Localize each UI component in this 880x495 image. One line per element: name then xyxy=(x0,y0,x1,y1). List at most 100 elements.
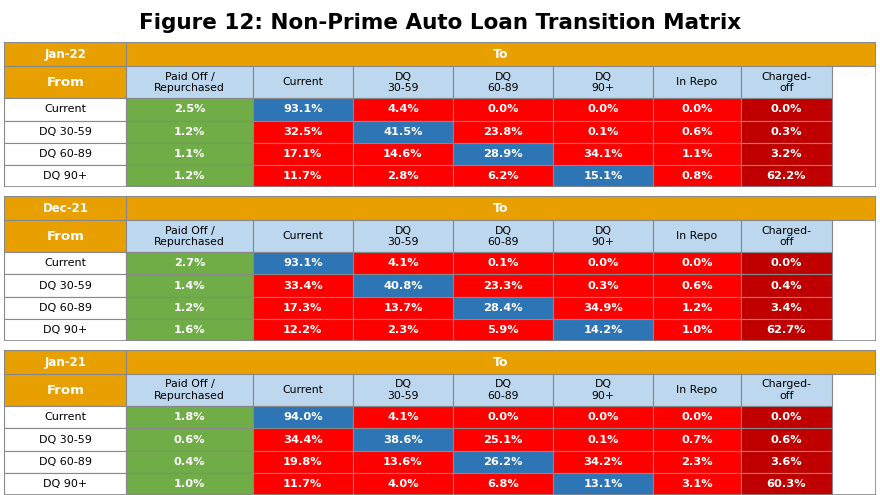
Text: 1.0%: 1.0% xyxy=(681,325,713,335)
FancyBboxPatch shape xyxy=(453,121,554,143)
FancyBboxPatch shape xyxy=(253,429,353,450)
Text: 13.7%: 13.7% xyxy=(383,303,422,313)
Text: 41.5%: 41.5% xyxy=(383,127,422,137)
FancyBboxPatch shape xyxy=(554,121,654,143)
Text: 4.0%: 4.0% xyxy=(387,479,419,489)
FancyBboxPatch shape xyxy=(353,121,453,143)
FancyBboxPatch shape xyxy=(127,297,253,319)
FancyBboxPatch shape xyxy=(554,429,654,450)
FancyBboxPatch shape xyxy=(4,252,127,275)
Text: 0.6%: 0.6% xyxy=(681,281,713,291)
Text: From: From xyxy=(47,230,84,243)
FancyBboxPatch shape xyxy=(654,220,741,252)
FancyBboxPatch shape xyxy=(127,429,253,450)
Text: 0.6%: 0.6% xyxy=(771,435,802,445)
Text: 23.8%: 23.8% xyxy=(483,127,523,137)
FancyBboxPatch shape xyxy=(453,429,554,450)
Text: DQ
60-89: DQ 60-89 xyxy=(488,380,519,401)
Text: 0.4%: 0.4% xyxy=(173,457,205,467)
FancyBboxPatch shape xyxy=(253,121,353,143)
Text: 2.7%: 2.7% xyxy=(173,258,205,268)
FancyBboxPatch shape xyxy=(741,99,832,121)
FancyBboxPatch shape xyxy=(253,374,353,406)
FancyBboxPatch shape xyxy=(554,450,654,473)
Text: 13.1%: 13.1% xyxy=(583,479,623,489)
FancyBboxPatch shape xyxy=(253,297,353,319)
FancyBboxPatch shape xyxy=(741,429,832,450)
Text: 1.2%: 1.2% xyxy=(173,127,205,137)
FancyBboxPatch shape xyxy=(4,473,127,495)
Text: 6.8%: 6.8% xyxy=(488,479,519,489)
FancyBboxPatch shape xyxy=(127,319,253,341)
Text: 3.1%: 3.1% xyxy=(681,479,713,489)
FancyBboxPatch shape xyxy=(4,196,127,220)
FancyBboxPatch shape xyxy=(741,121,832,143)
Text: 0.1%: 0.1% xyxy=(488,258,519,268)
Text: 2.5%: 2.5% xyxy=(173,104,205,114)
Text: DQ
30-59: DQ 30-59 xyxy=(387,380,419,401)
Text: Paid Off /
Repurchased: Paid Off / Repurchased xyxy=(154,226,225,247)
FancyBboxPatch shape xyxy=(741,143,832,165)
Text: 34.9%: 34.9% xyxy=(583,303,623,313)
Text: 1.6%: 1.6% xyxy=(173,325,205,335)
Text: DQ 30-59: DQ 30-59 xyxy=(39,281,92,291)
FancyBboxPatch shape xyxy=(453,165,554,187)
FancyBboxPatch shape xyxy=(353,319,453,341)
Text: 34.2%: 34.2% xyxy=(583,457,623,467)
Text: DQ 60-89: DQ 60-89 xyxy=(39,457,92,467)
Text: DQ
60-89: DQ 60-89 xyxy=(488,226,519,247)
FancyBboxPatch shape xyxy=(127,165,253,187)
FancyBboxPatch shape xyxy=(127,196,876,220)
FancyBboxPatch shape xyxy=(353,406,453,429)
Text: 0.0%: 0.0% xyxy=(771,258,802,268)
FancyBboxPatch shape xyxy=(741,450,832,473)
FancyBboxPatch shape xyxy=(4,406,127,429)
Text: Current: Current xyxy=(282,385,323,396)
FancyBboxPatch shape xyxy=(453,220,554,252)
Text: DQ
30-59: DQ 30-59 xyxy=(387,72,419,93)
Text: Paid Off /
Repurchased: Paid Off / Repurchased xyxy=(154,380,225,401)
Text: DQ 30-59: DQ 30-59 xyxy=(39,435,92,445)
Text: 1.0%: 1.0% xyxy=(173,479,205,489)
Text: 32.5%: 32.5% xyxy=(283,127,323,137)
FancyBboxPatch shape xyxy=(554,297,654,319)
Text: 34.4%: 34.4% xyxy=(282,435,323,445)
FancyBboxPatch shape xyxy=(741,220,832,252)
FancyBboxPatch shape xyxy=(654,450,741,473)
FancyBboxPatch shape xyxy=(554,252,654,275)
FancyBboxPatch shape xyxy=(554,319,654,341)
Text: Charged-
off: Charged- off xyxy=(761,226,811,247)
FancyBboxPatch shape xyxy=(4,374,127,406)
Text: 13.6%: 13.6% xyxy=(383,457,422,467)
Text: 1.2%: 1.2% xyxy=(173,171,205,181)
Text: DQ 30-59: DQ 30-59 xyxy=(39,127,92,137)
FancyBboxPatch shape xyxy=(127,275,253,297)
FancyBboxPatch shape xyxy=(127,143,253,165)
FancyBboxPatch shape xyxy=(353,297,453,319)
Text: 14.6%: 14.6% xyxy=(383,149,422,159)
Text: 1.8%: 1.8% xyxy=(173,412,205,422)
FancyBboxPatch shape xyxy=(127,406,253,429)
FancyBboxPatch shape xyxy=(127,99,253,121)
Text: DQ 60-89: DQ 60-89 xyxy=(39,303,92,313)
FancyBboxPatch shape xyxy=(741,374,832,406)
FancyBboxPatch shape xyxy=(741,473,832,495)
Text: 23.3%: 23.3% xyxy=(483,281,523,291)
Text: 11.7%: 11.7% xyxy=(283,171,322,181)
FancyBboxPatch shape xyxy=(253,143,353,165)
FancyBboxPatch shape xyxy=(127,350,876,374)
FancyBboxPatch shape xyxy=(253,165,353,187)
FancyBboxPatch shape xyxy=(654,473,741,495)
Text: 26.2%: 26.2% xyxy=(483,457,523,467)
FancyBboxPatch shape xyxy=(453,450,554,473)
FancyBboxPatch shape xyxy=(4,42,127,66)
FancyBboxPatch shape xyxy=(127,374,253,406)
FancyBboxPatch shape xyxy=(741,406,832,429)
FancyBboxPatch shape xyxy=(127,42,876,66)
FancyBboxPatch shape xyxy=(453,406,554,429)
FancyBboxPatch shape xyxy=(554,220,654,252)
FancyBboxPatch shape xyxy=(253,275,353,297)
Text: 1.4%: 1.4% xyxy=(173,281,205,291)
FancyBboxPatch shape xyxy=(127,252,253,275)
Text: 40.8%: 40.8% xyxy=(383,281,422,291)
